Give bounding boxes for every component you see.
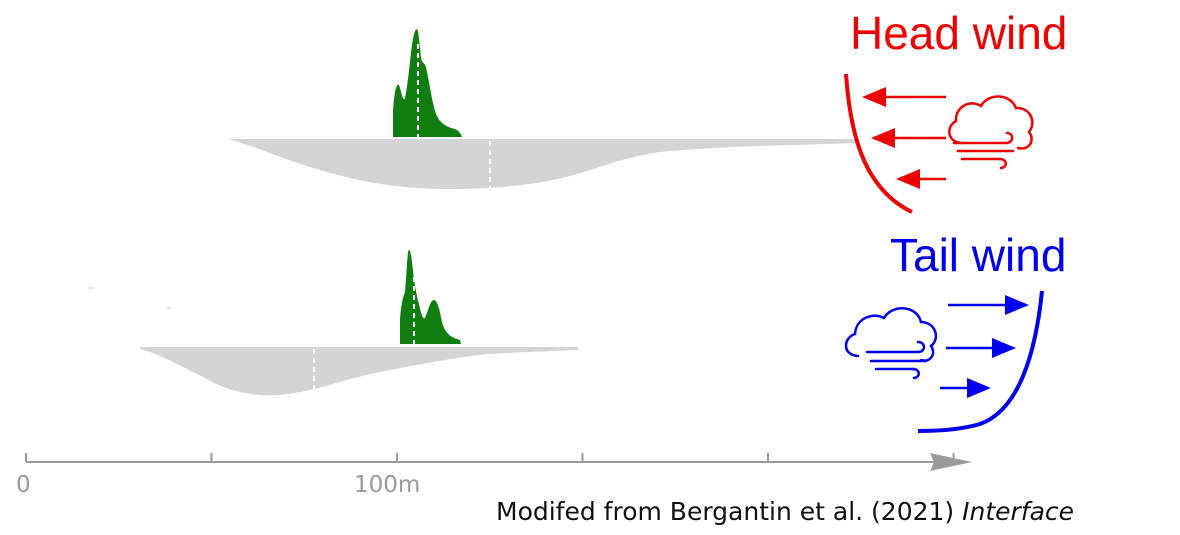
arrow-left-icon <box>896 169 920 189</box>
head-wind-arrows <box>862 87 946 189</box>
tail-wind-green-distribution <box>400 250 461 344</box>
head-wind-gray-distribution <box>228 139 855 189</box>
source-caption: Modifed from Bergantin et al. (2021) Int… <box>496 497 1074 526</box>
wind-cloud-icon <box>844 307 938 380</box>
x-tick-label-0: 0 <box>16 472 31 498</box>
wind-cloud-icon <box>948 95 1034 170</box>
arrow-right-icon <box>967 378 991 398</box>
tail-wind-gray-speck <box>167 307 171 309</box>
x-axis <box>25 453 972 471</box>
caption-journal: Interface <box>962 497 1075 526</box>
arrow-right-icon <box>992 338 1016 358</box>
arrow-left-icon <box>871 128 895 148</box>
tail-wind-gray-speck <box>88 287 94 289</box>
head-wind-label: Head wind <box>850 7 1068 59</box>
x-axis-arrowhead <box>930 453 972 471</box>
tail-wind-label: Tail wind <box>890 229 1067 281</box>
caption-text: Modifed from Bergantin et al. (2021) <box>496 497 963 526</box>
arrow-right-icon <box>1005 295 1029 315</box>
tail-wind-arrows <box>940 295 1029 398</box>
head-wind-green-distribution <box>393 29 462 138</box>
arrow-left-icon <box>862 87 886 107</box>
tail-wind-profile-curve <box>917 290 1044 433</box>
x-tick-label-100m: 100m <box>354 472 421 498</box>
tail-wind-gray-distribution <box>140 347 578 396</box>
head-wind-profile-curve <box>844 73 913 214</box>
